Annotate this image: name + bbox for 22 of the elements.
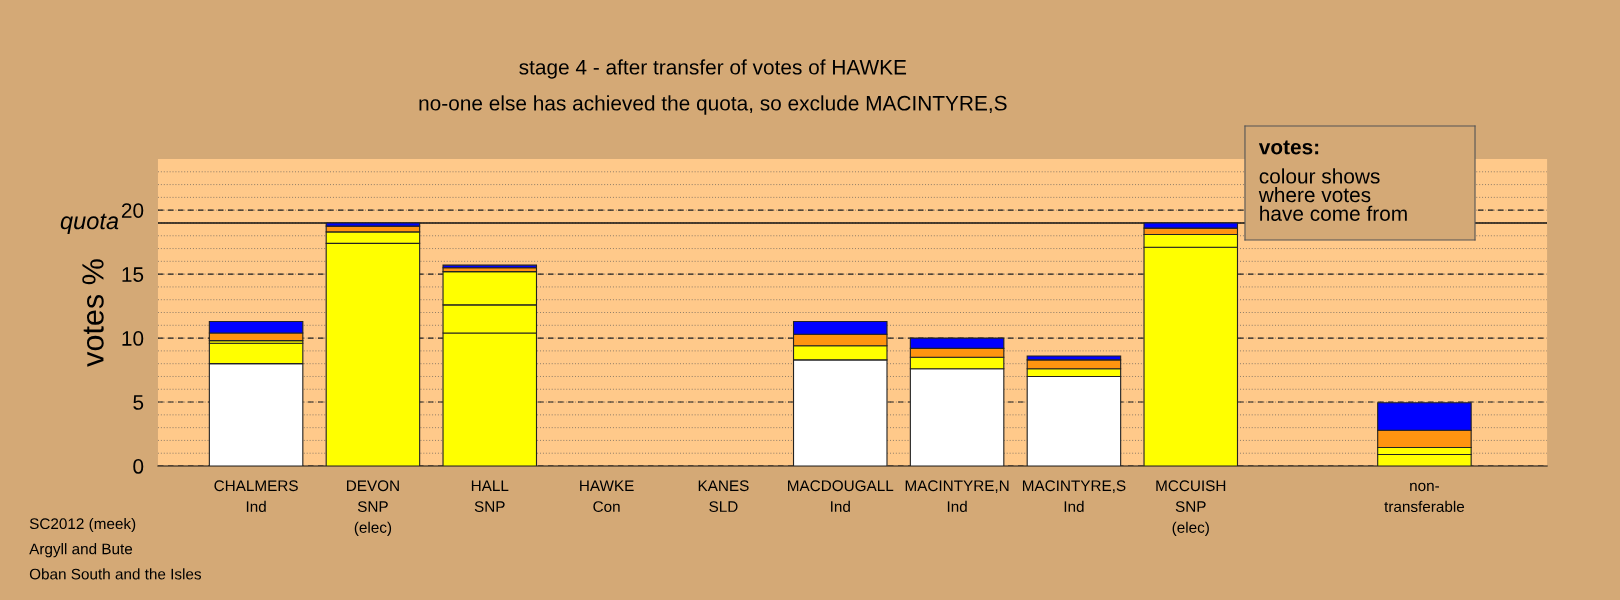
chart-title: stage 4 - after transfer of votes of HAWKE	[519, 59, 907, 79]
chart-subtitle: no-one else has achieved the quota, so exclude MACINTYRE,S	[419, 95, 1007, 115]
text: Oban South and the Isles	[29, 568, 202, 580]
x-tick-label: MCCUISH SNP (elec)	[1156, 480, 1226, 536]
y-tick-label: 20	[121, 203, 144, 218]
x-tick-label: HAWKE Con	[580, 480, 634, 513]
x-tick-label: HALL SNP	[471, 480, 509, 513]
text: SC2012 (meek)	[29, 517, 136, 533]
x-tick-label: MACINTYRE,N Ind	[905, 480, 1009, 513]
y-tick-label: 10	[122, 331, 144, 346]
text: Argyll and Bute	[29, 543, 133, 558]
x-tick-label: MACDOUGALL Ind	[788, 480, 894, 513]
x-tick-label: non- transferable	[1384, 482, 1465, 513]
x-tick-label: MACINTYRE,S Ind	[1022, 480, 1126, 513]
y-tick-label: 0	[133, 459, 144, 474]
x-tick-label: KANES SLD	[698, 480, 749, 513]
y-tick-label: 15	[122, 267, 144, 282]
x-tick-label: DEVON SNP (elec)	[347, 480, 399, 536]
y-axis-title: votes %	[82, 259, 104, 367]
ref-line-label: quota	[60, 213, 119, 234]
y-tick-label: 5	[133, 395, 144, 410]
x-tick-label: CHALMERS Ind	[214, 480, 298, 513]
